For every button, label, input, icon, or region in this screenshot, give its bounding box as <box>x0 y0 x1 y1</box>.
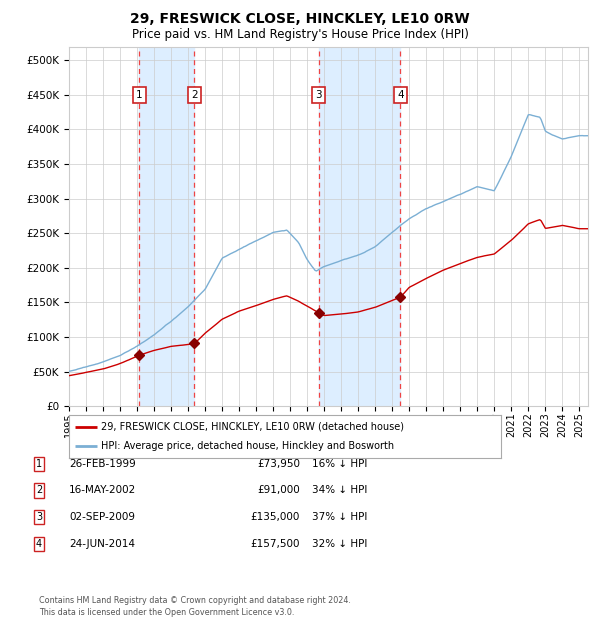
Text: 16% ↓ HPI: 16% ↓ HPI <box>312 459 367 469</box>
Text: 26-FEB-1999: 26-FEB-1999 <box>69 459 136 469</box>
Text: £135,000: £135,000 <box>251 512 300 522</box>
Bar <box>319 46 400 406</box>
Text: 4: 4 <box>36 539 42 549</box>
Text: 24-JUN-2014: 24-JUN-2014 <box>69 539 135 549</box>
Text: 2: 2 <box>36 485 42 495</box>
Text: 3: 3 <box>36 512 42 522</box>
Text: £73,950: £73,950 <box>257 459 300 469</box>
Text: 2: 2 <box>191 90 198 100</box>
Text: 1: 1 <box>36 459 42 469</box>
Text: 34% ↓ HPI: 34% ↓ HPI <box>312 485 367 495</box>
Text: Contains HM Land Registry data © Crown copyright and database right 2024.
This d: Contains HM Land Registry data © Crown c… <box>39 596 351 617</box>
Text: HPI: Average price, detached house, Hinckley and Bosworth: HPI: Average price, detached house, Hinc… <box>101 441 395 451</box>
Text: 1: 1 <box>136 90 143 100</box>
Text: 3: 3 <box>316 90 322 100</box>
Text: 02-SEP-2009: 02-SEP-2009 <box>69 512 135 522</box>
Text: 4: 4 <box>397 90 404 100</box>
Text: 29, FRESWICK CLOSE, HINCKLEY, LE10 0RW (detached house): 29, FRESWICK CLOSE, HINCKLEY, LE10 0RW (… <box>101 422 404 432</box>
Text: 37% ↓ HPI: 37% ↓ HPI <box>312 512 367 522</box>
Text: Price paid vs. HM Land Registry's House Price Index (HPI): Price paid vs. HM Land Registry's House … <box>131 28 469 41</box>
Bar <box>139 46 194 406</box>
Text: £91,000: £91,000 <box>257 485 300 495</box>
Text: 32% ↓ HPI: 32% ↓ HPI <box>312 539 367 549</box>
Text: £157,500: £157,500 <box>251 539 300 549</box>
Text: 29, FRESWICK CLOSE, HINCKLEY, LE10 0RW: 29, FRESWICK CLOSE, HINCKLEY, LE10 0RW <box>130 12 470 27</box>
Text: 16-MAY-2002: 16-MAY-2002 <box>69 485 136 495</box>
